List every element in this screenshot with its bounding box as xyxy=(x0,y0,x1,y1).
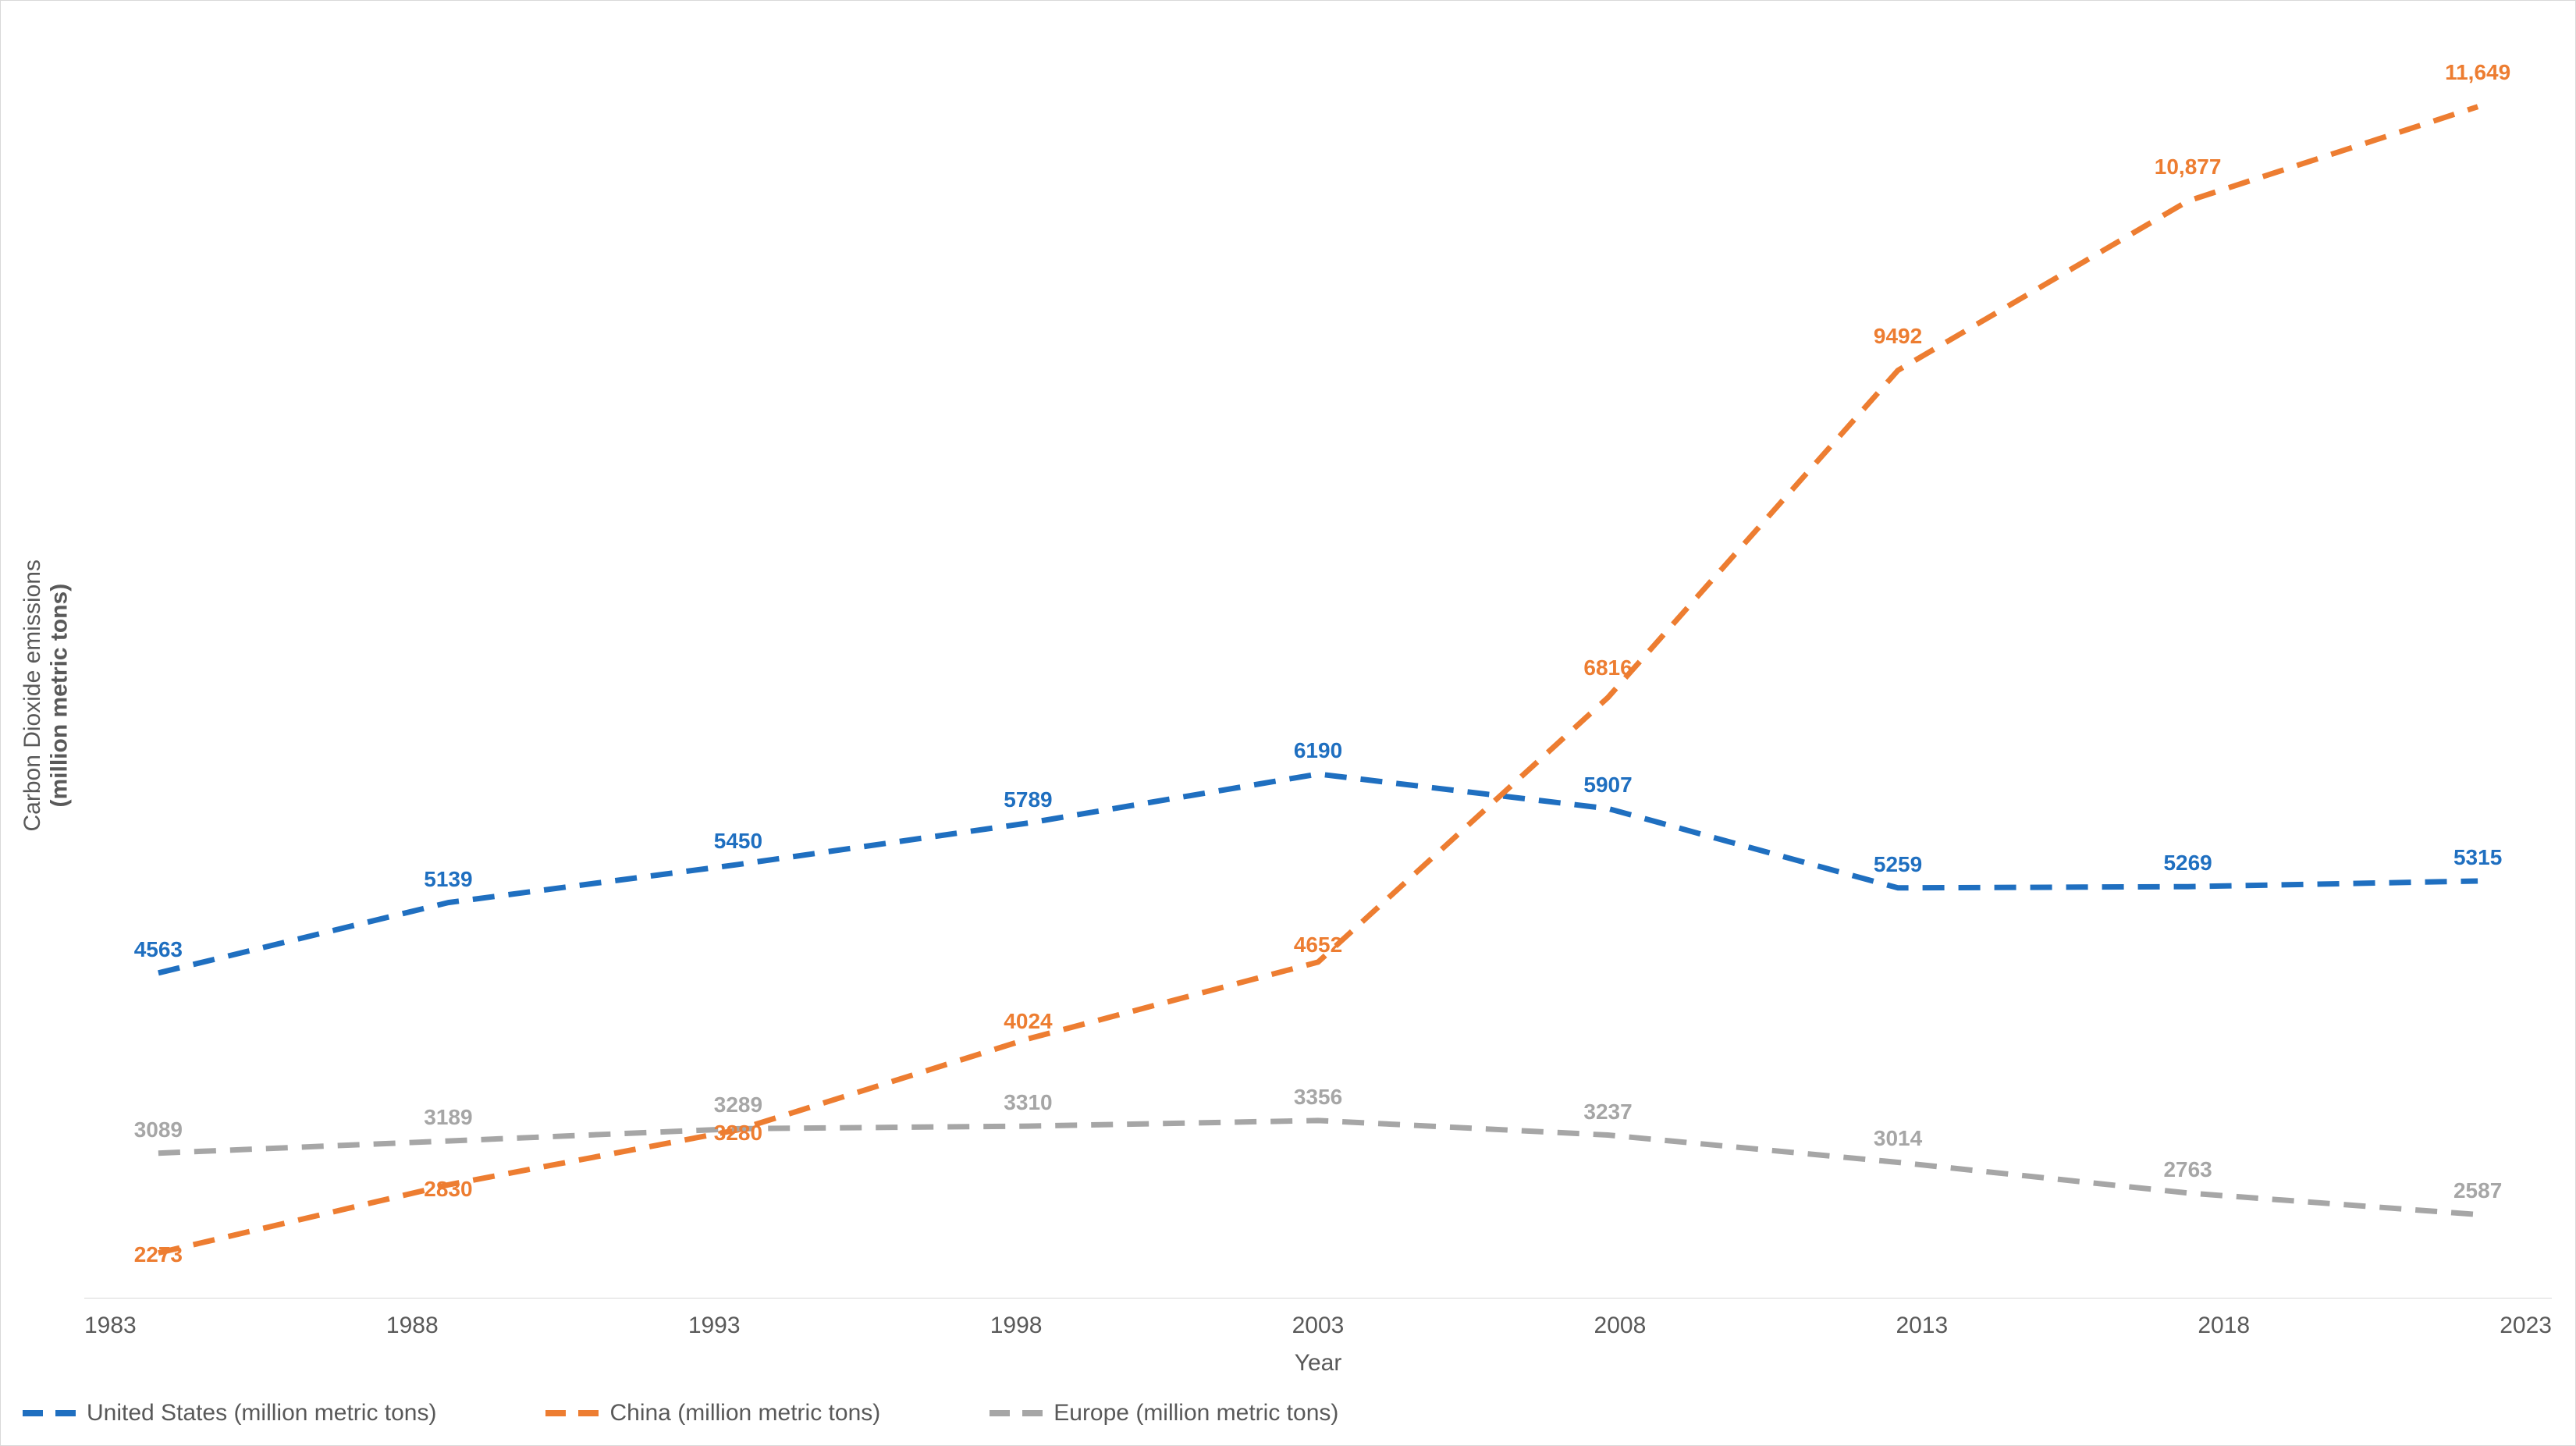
series-line xyxy=(158,774,2478,973)
x-tick-label: 2018 xyxy=(2198,1313,2250,1339)
legend-swatch xyxy=(545,1409,599,1417)
chart-legend: United States (million metric tons) China… xyxy=(16,1400,2560,1431)
y-axis-title-line1: Carbon Dioxide emissions xyxy=(20,560,45,832)
x-tick-label: 2013 xyxy=(1896,1313,1948,1339)
y-axis-title: Carbon Dioxide emissions (million metric… xyxy=(16,560,76,832)
x-axis-title: Year xyxy=(76,1350,2560,1377)
x-tick-label: 1993 xyxy=(688,1313,741,1339)
legend-label: Europe (million metric tons) xyxy=(1053,1400,1338,1426)
x-tick-label: 1998 xyxy=(990,1313,1043,1339)
series-line xyxy=(158,107,2478,1253)
plot-and-x: 4563513954505789619059075259526953152273… xyxy=(76,15,2560,1377)
plot-region: 4563513954505789619059075259526953152273… xyxy=(84,15,2552,1299)
x-tick-label: 1983 xyxy=(84,1313,137,1339)
chart-frame: Carbon Dioxide emissions (million metric… xyxy=(0,0,2576,1446)
y-axis-title-line2: (million metric tons) xyxy=(47,584,73,808)
legend-swatch xyxy=(990,1409,1043,1417)
legend-item: China (million metric tons) xyxy=(545,1400,880,1426)
x-tick-label: 2008 xyxy=(1594,1313,1647,1339)
legend-item: United States (million metric tons) xyxy=(23,1400,436,1426)
x-axis-ticks: 1983 1988 1993 1998 2003 2008 2013 2018 2023 xyxy=(84,1313,2552,1339)
legend-label: China (million metric tons) xyxy=(609,1400,880,1426)
plot-svg xyxy=(84,15,2552,1299)
legend-item: Europe (million metric tons) xyxy=(990,1400,1338,1426)
x-tick-label: 2023 xyxy=(2500,1313,2552,1339)
x-tick-label: 2003 xyxy=(1292,1313,1345,1339)
series-line xyxy=(158,1121,2478,1215)
chart-area: Carbon Dioxide emissions (million metric… xyxy=(16,15,2560,1377)
legend-swatch xyxy=(23,1409,76,1417)
legend-label: United States (million metric tons) xyxy=(87,1400,436,1426)
x-tick-label: 1988 xyxy=(386,1313,439,1339)
